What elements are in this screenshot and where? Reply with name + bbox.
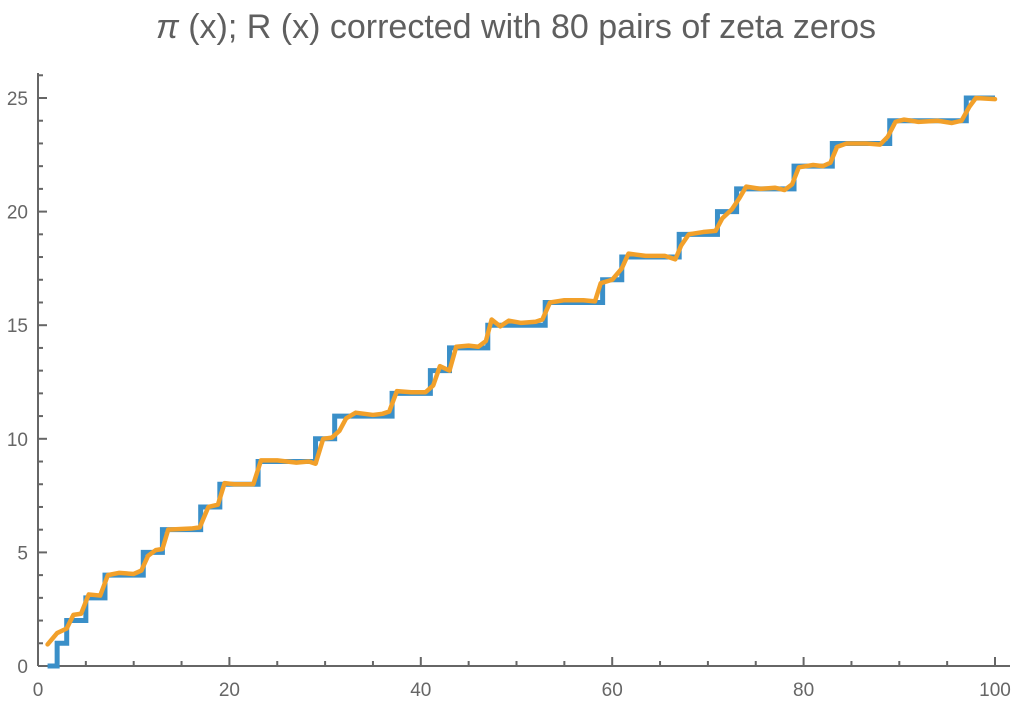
x-tick-label: 80: [793, 680, 814, 701]
y-tick-label: 15: [7, 316, 28, 337]
y-tick-label: 25: [7, 89, 28, 110]
axes: [37, 73, 1010, 667]
x-tick-label: 100: [979, 680, 1011, 701]
tick-labels: 0 20 40 60 80 100 0 5 10 15 20 25: [7, 89, 1011, 701]
x-tick-label: 40: [410, 680, 431, 701]
x-tick-label: 0: [33, 680, 44, 701]
x-tick-label: 20: [219, 680, 240, 701]
y-tick-label: 10: [7, 430, 28, 451]
x-tick-label: 60: [602, 680, 623, 701]
y-tick-label: 20: [7, 203, 28, 224]
chart-title-text: (x); R (x) corrected with 80 pairs of ze…: [179, 8, 876, 46]
r-corrected-series: [45, 95, 998, 647]
chart-title: π (x); R (x) corrected with 80 pairs of …: [156, 8, 876, 46]
y-tick-label: 0: [17, 657, 28, 678]
pi-step-series: [47, 95, 995, 669]
y-tick-label: 5: [17, 543, 28, 564]
chart-title-pi: π: [156, 8, 180, 46]
